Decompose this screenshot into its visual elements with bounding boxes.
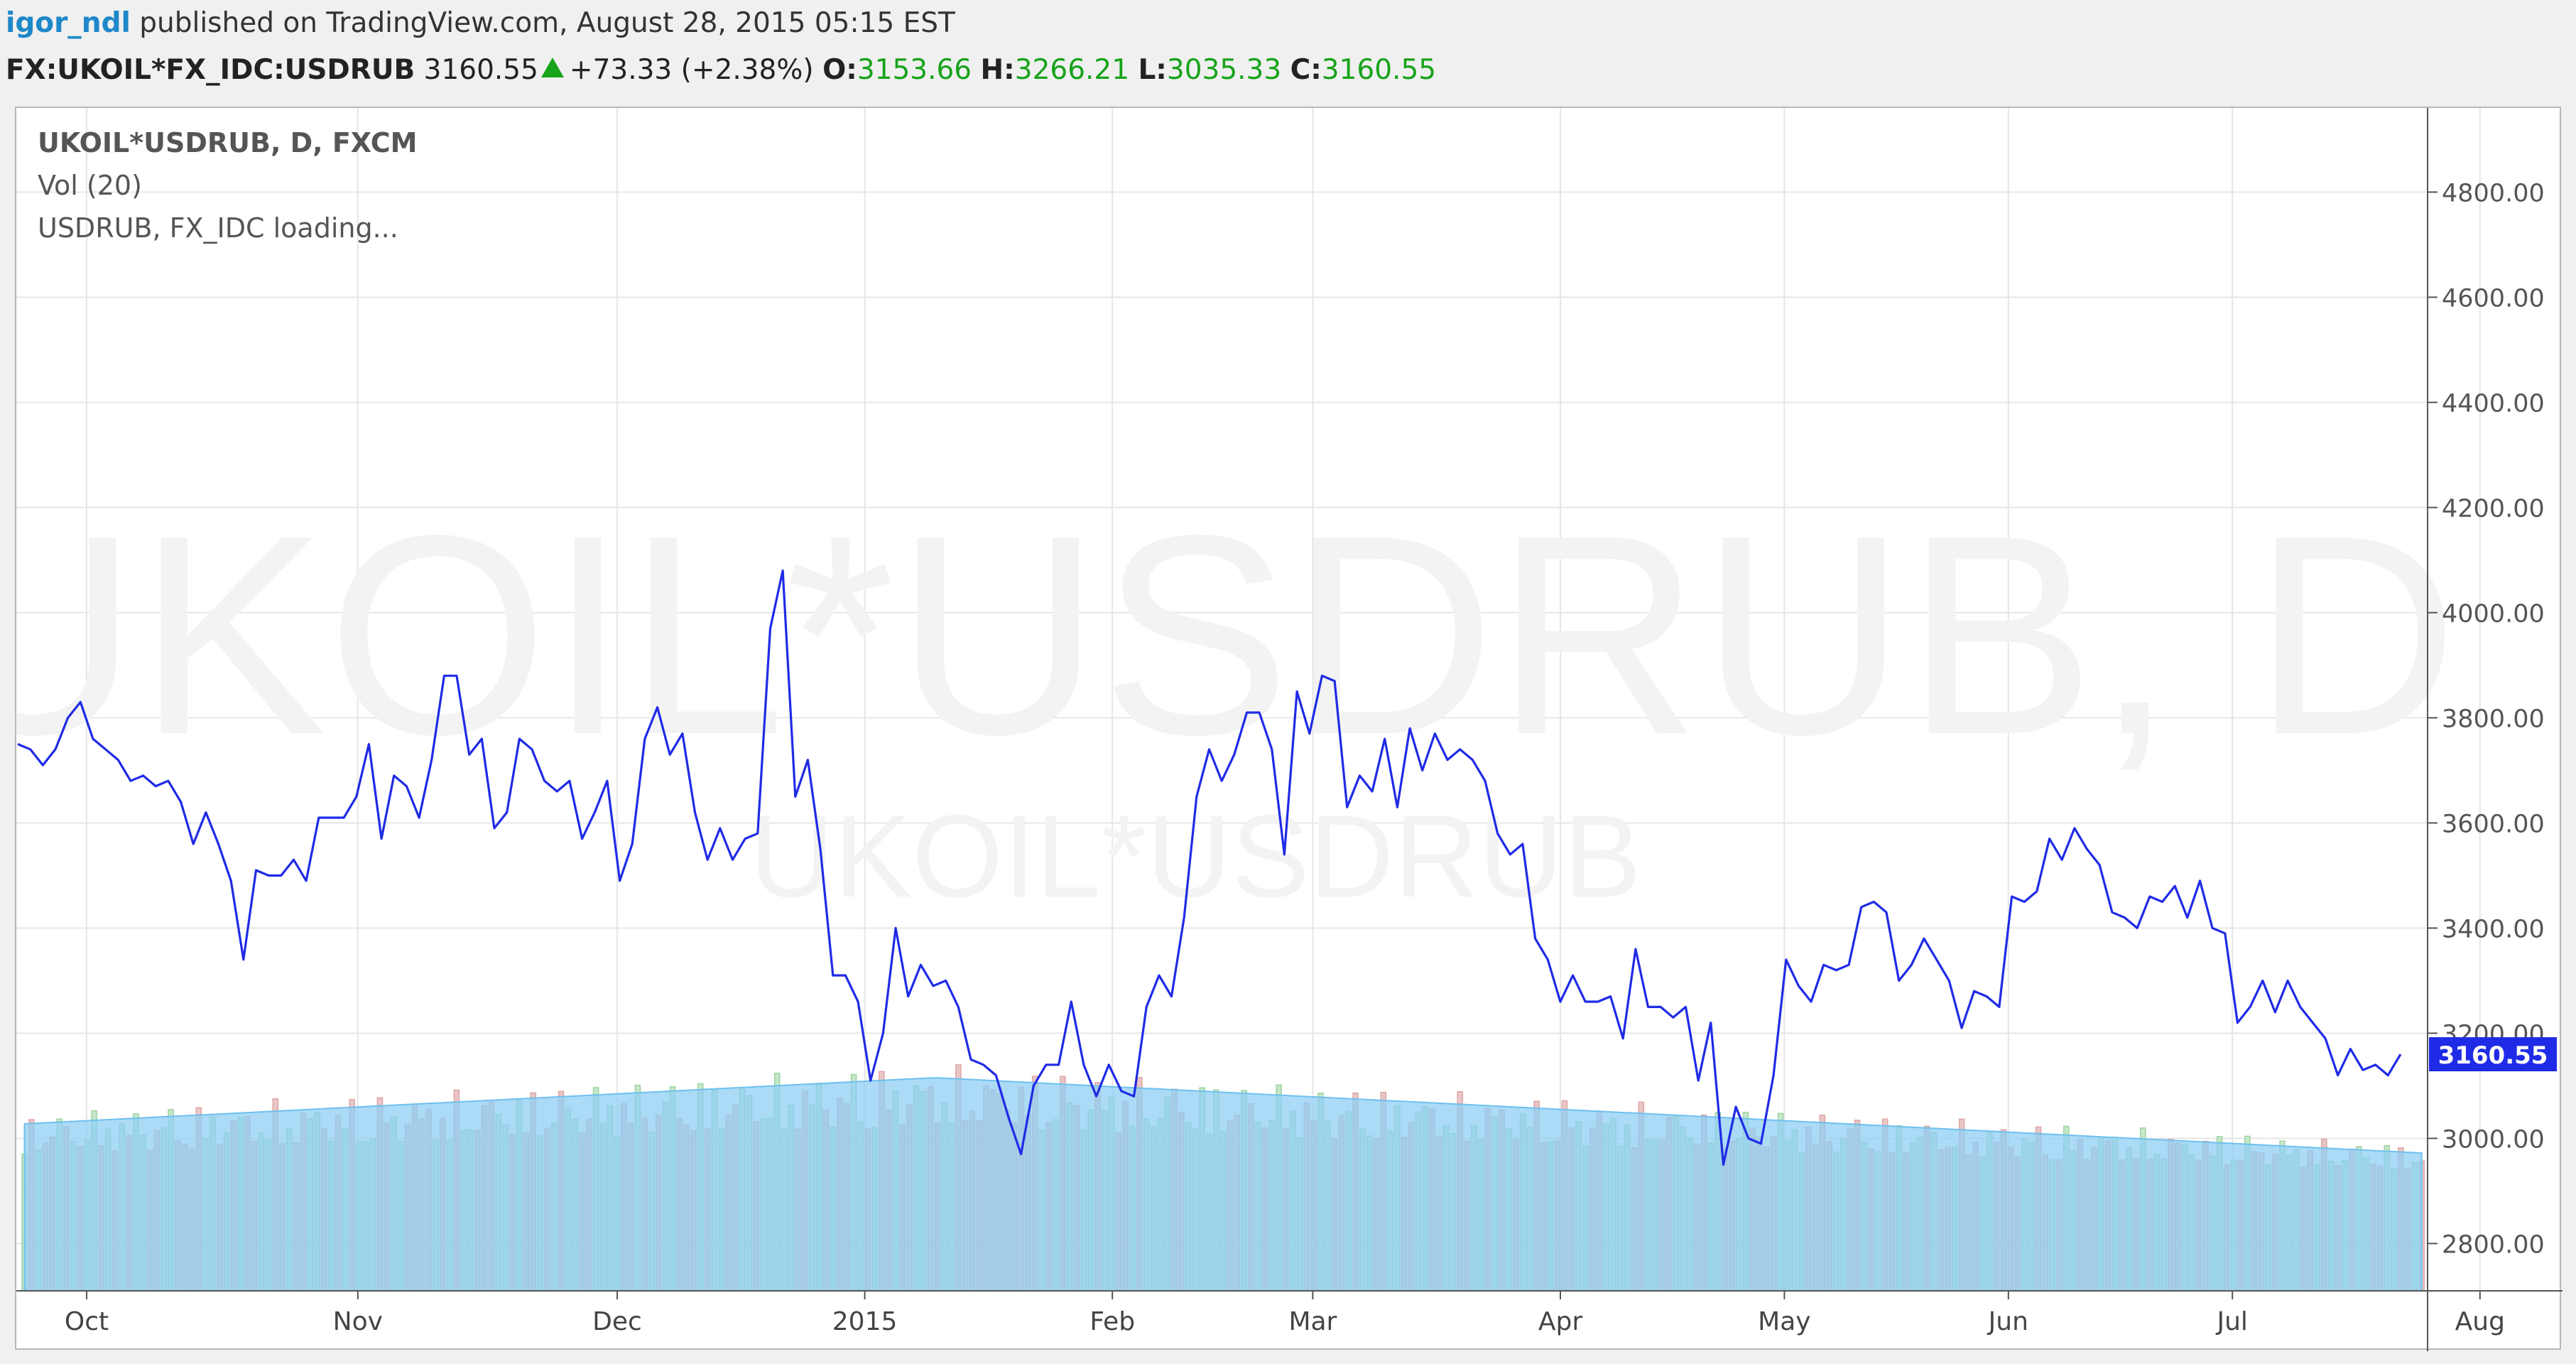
author-link[interactable]: igor_ndl bbox=[6, 7, 131, 39]
x-tick-label: Nov bbox=[333, 1307, 383, 1336]
x-tick-label: Oct bbox=[65, 1307, 109, 1336]
close-value: 3160.55 bbox=[1321, 54, 1437, 86]
y-tick-label: 3600.00 bbox=[2442, 810, 2545, 838]
y-tick-label: 3400.00 bbox=[2442, 915, 2545, 943]
legend: UKOIL*USDRUB, D, FXCM Vol (20) USDRUB, F… bbox=[38, 127, 417, 244]
chart-container[interactable]: UKOIL*USDRUB, D UKOIL*USDRUB 4800.00 4600… bbox=[15, 107, 2563, 1351]
price-line bbox=[17, 569, 2402, 1166]
y-tick-label: 3000.00 bbox=[2442, 1125, 2545, 1154]
x-tick-label: Apr bbox=[1538, 1307, 1582, 1336]
publish-info: igor_ndl published on TradingView.com, A… bbox=[6, 7, 955, 39]
close-label: C: bbox=[1290, 54, 1322, 86]
x-tick-label: May bbox=[1758, 1307, 1810, 1336]
x-tick-label: Aug bbox=[2455, 1307, 2505, 1336]
x-tick-label: Mar bbox=[1288, 1307, 1337, 1336]
x-tick-label: Dec bbox=[592, 1307, 642, 1336]
price-chart[interactable]: UKOIL*USDRUB, D UKOIL*USDRUB 4800.004600… bbox=[16, 108, 2563, 1351]
y-tick-label: 4800.00 bbox=[2442, 179, 2545, 207]
last-value-label: 3160.55 bbox=[2438, 1041, 2548, 1070]
open-label: O: bbox=[822, 54, 857, 86]
up-arrow-icon bbox=[540, 58, 564, 77]
price-layer bbox=[17, 569, 2402, 1166]
x-tick-label: Jun bbox=[1987, 1307, 2028, 1336]
x-tick-label: Jul bbox=[2215, 1307, 2247, 1336]
volume-moving-average bbox=[23, 1077, 2423, 1292]
legend-volume-title[interactable]: Vol (20) bbox=[38, 170, 142, 201]
price-change: +73.33 (+2.38%) bbox=[569, 54, 814, 86]
y-tick-label: 4400.00 bbox=[2442, 389, 2545, 418]
low-label: L: bbox=[1138, 54, 1167, 86]
axis-layer: 4800.00 4600.00 4400.00 4200.00 4000.00 3800.… bbox=[16, 108, 2563, 1351]
high-label: H: bbox=[980, 54, 1015, 86]
y-tick-label: 3800.00 bbox=[2442, 705, 2545, 733]
y-tick-label: 2800.00 bbox=[2442, 1230, 2545, 1259]
legend-series-title[interactable]: UKOIL*USDRUB, D, FXCM bbox=[38, 127, 417, 158]
low-value: 3035.33 bbox=[1166, 54, 1282, 86]
quote-bar: FX:UKOIL*FX_IDC:USDRUB 3160.55 +73.33 (+2… bbox=[6, 54, 1436, 86]
open-value: 3153.66 bbox=[857, 54, 972, 86]
y-tick-label: 4600.00 bbox=[2442, 284, 2545, 313]
x-tick-label: 2015 bbox=[832, 1307, 898, 1336]
y-tick-label: 4000.00 bbox=[2442, 600, 2545, 628]
volume-ma-layer bbox=[23, 1077, 2423, 1292]
publish-text: published on TradingView.com, August 28,… bbox=[139, 7, 955, 39]
high-value: 3266.21 bbox=[1014, 54, 1130, 86]
y-tick-label: 4200.00 bbox=[2442, 494, 2545, 523]
x-tick-label: Feb bbox=[1089, 1307, 1135, 1336]
symbol-label: FX:UKOIL*FX_IDC:USDRUB bbox=[6, 54, 415, 86]
last-price: 3160.55 bbox=[423, 54, 538, 86]
legend-loading-text: USDRUB, FX_IDC loading... bbox=[38, 212, 398, 244]
last-value-badge bbox=[2429, 1037, 2557, 1071]
